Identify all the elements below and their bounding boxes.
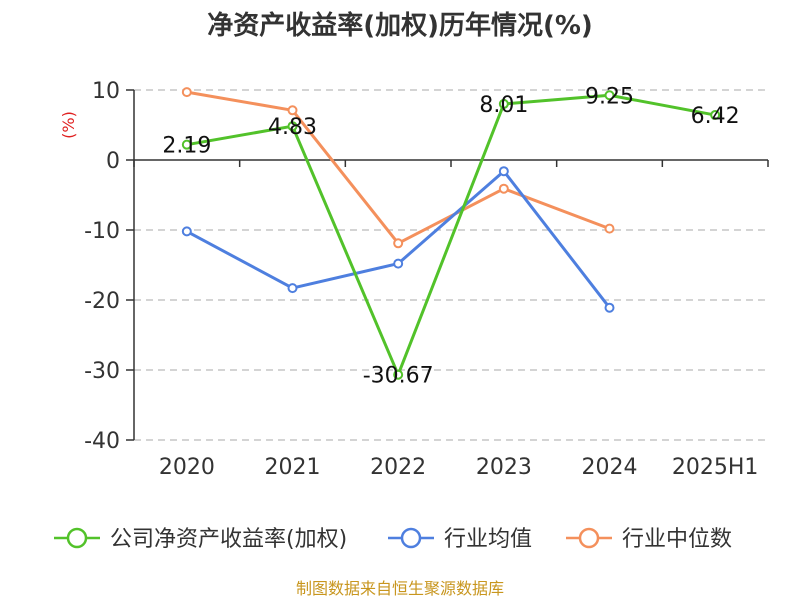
series-line	[186, 90, 611, 245]
x-tick-label: 2024	[582, 455, 638, 480]
legend-label: 行业均值	[444, 527, 532, 552]
series-lines	[181, 87, 721, 380]
y-axis-unit: (%)	[59, 111, 78, 139]
data-point[interactable]	[287, 283, 298, 294]
data-point[interactable]	[498, 166, 509, 177]
data-point[interactable]	[498, 183, 509, 194]
x-tick-label: 2021	[265, 455, 321, 480]
series-2	[181, 87, 615, 249]
legend-item[interactable]: 公司净资产收益率(加权)	[54, 527, 347, 552]
x-tick-label: 2023	[476, 455, 532, 480]
y-tick-label: -10	[84, 219, 120, 244]
x-tick-label: 2025H1	[672, 455, 759, 480]
data-point[interactable]	[710, 110, 721, 121]
data-point[interactable]	[604, 302, 615, 313]
data-point[interactable]	[393, 238, 404, 249]
data-label: 9.25	[585, 84, 634, 109]
data-point[interactable]	[393, 369, 404, 380]
axes: 10 0 -10 -20 -30 -40 2020 2021 2022 2023 2024 2025H…	[84, 79, 769, 480]
data-point[interactable]	[181, 226, 192, 237]
data-point[interactable]	[181, 87, 192, 98]
y-tick-label: 10	[92, 79, 120, 104]
data-point[interactable]	[287, 121, 298, 132]
data-point[interactable]	[393, 258, 404, 269]
x-tick-label: 2022	[370, 455, 426, 480]
data-labels: 2.19 4.83 -30.67 8.01 9.25 6.42	[162, 84, 739, 388]
data-point[interactable]	[604, 90, 615, 101]
data-label: 6.42	[691, 104, 740, 129]
series-1	[181, 166, 615, 313]
chart-title: 净资产收益率(加权)历年情况(%)	[207, 10, 593, 41]
legend-label: 行业中位数	[622, 527, 732, 552]
data-point[interactable]	[287, 105, 298, 116]
legend[interactable]: 公司净资产收益率(加权) 行业均值 行业中位数	[54, 527, 732, 552]
y-tick-label: -30	[84, 359, 120, 384]
data-label: 4.83	[268, 115, 317, 140]
legend-marker	[66, 527, 88, 549]
grid-lines	[134, 89, 768, 441]
source-note: 制图数据来自恒生聚源数据库	[296, 579, 504, 598]
data-point[interactable]	[604, 223, 615, 234]
data-point[interactable]	[181, 139, 192, 150]
y-tick-label: -20	[84, 289, 120, 314]
series-line	[186, 93, 716, 377]
data-label: 2.19	[162, 134, 211, 159]
legend-item[interactable]: 行业均值	[388, 527, 532, 552]
y-tick-label: 0	[106, 149, 120, 174]
data-point[interactable]	[498, 98, 509, 109]
legend-marker	[400, 527, 422, 549]
legend-label: 公司净资产收益率(加权)	[110, 527, 347, 552]
series-0	[181, 90, 721, 380]
data-label: -30.67	[363, 364, 434, 389]
legend-marker	[578, 527, 600, 549]
y-tick-label: -40	[84, 429, 120, 454]
legend-item[interactable]: 行业中位数	[566, 527, 732, 552]
x-tick-label: 2020	[159, 455, 215, 480]
data-label: 8.01	[479, 93, 528, 118]
